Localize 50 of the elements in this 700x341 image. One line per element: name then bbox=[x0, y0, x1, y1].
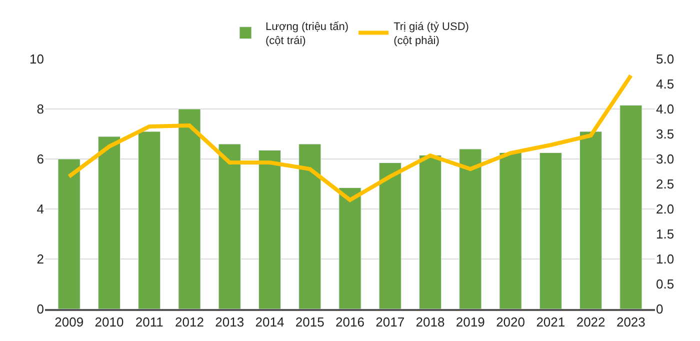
x-tick-label: 2015 bbox=[295, 314, 324, 330]
y2-tick-label: 2.5 bbox=[656, 176, 674, 192]
x-tick-label: 2019 bbox=[456, 314, 485, 330]
y2-tick-label: 5.0 bbox=[656, 52, 674, 67]
y2-tick-label: 1.0 bbox=[656, 252, 674, 267]
bar bbox=[258, 150, 282, 309]
bar bbox=[539, 152, 562, 309]
y-tick-label: 10 bbox=[30, 52, 44, 67]
x-tick-label: 2020 bbox=[496, 314, 525, 330]
bar bbox=[58, 158, 80, 309]
bar bbox=[338, 188, 362, 309]
y2-tick-label: 0 bbox=[656, 302, 664, 317]
x-tick-label: 2011 bbox=[135, 314, 164, 330]
bar bbox=[499, 152, 522, 309]
x-tick-label: 2012 bbox=[175, 314, 204, 330]
y2-tick-label: 0.5 bbox=[656, 276, 674, 292]
legend-label: Trị giá (tỷ USD) (cột phải) bbox=[394, 20, 469, 48]
x-tick-label: 2023 bbox=[616, 314, 646, 330]
x-tick-label: 2013 bbox=[215, 314, 244, 330]
y-tick-label: 2 bbox=[36, 252, 44, 267]
y-tick-label: 8 bbox=[36, 102, 44, 117]
x-tick-label: 2018 bbox=[416, 314, 445, 330]
y2-tick-label: 2.0 bbox=[656, 202, 674, 217]
x-tick-label: 2022 bbox=[576, 314, 606, 330]
line-series bbox=[67, 74, 633, 202]
bar bbox=[418, 155, 442, 309]
bar bbox=[459, 148, 482, 309]
bar bbox=[218, 144, 241, 309]
y2-tick-label: 1.5 bbox=[656, 226, 674, 242]
bar bbox=[378, 162, 402, 309]
bar bbox=[138, 131, 161, 309]
y2-tick-label: 4.5 bbox=[656, 76, 674, 92]
bar bbox=[98, 136, 120, 309]
bar bbox=[580, 131, 602, 309]
x-tick-label: 2010 bbox=[94, 314, 124, 330]
y2-tick-label: 4.0 bbox=[656, 102, 674, 117]
bar bbox=[298, 144, 322, 309]
x-tick-label: 2009 bbox=[54, 314, 84, 330]
y-tick-label: 4 bbox=[36, 202, 44, 217]
y-tick-label: 0 bbox=[36, 302, 44, 317]
x-tick-label: 2014 bbox=[255, 314, 284, 330]
legend-label: Lượng (triệu tấn) (cột trái) bbox=[266, 20, 349, 48]
x-tick-label: 2017 bbox=[376, 314, 405, 330]
y-tick-label: 6 bbox=[36, 152, 44, 167]
x-tick-label: 2016 bbox=[336, 314, 364, 330]
y2-tick-label: 3.0 bbox=[656, 152, 674, 167]
bar bbox=[178, 108, 201, 309]
bar bbox=[620, 105, 642, 309]
y2-tick-label: 3.5 bbox=[656, 126, 674, 142]
x-tick-label: 2021 bbox=[536, 314, 566, 330]
